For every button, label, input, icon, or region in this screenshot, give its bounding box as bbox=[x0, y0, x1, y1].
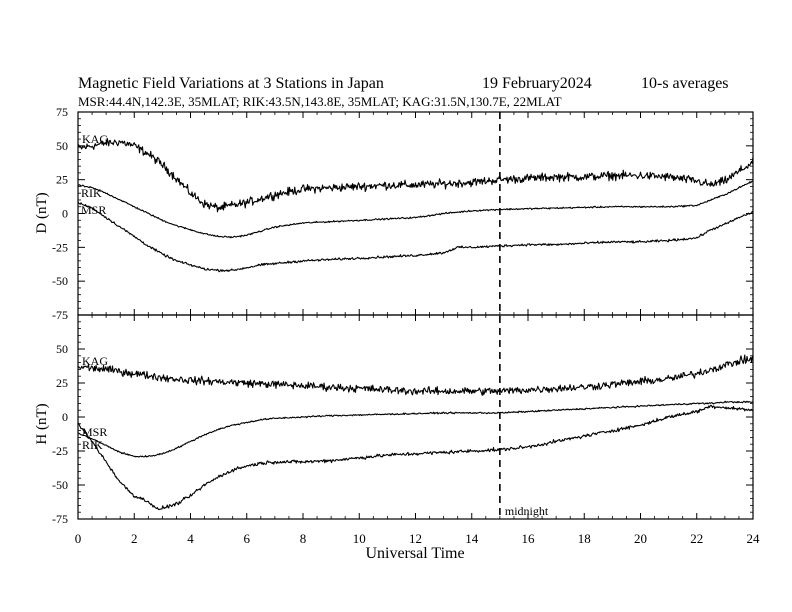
x-axis-label: Universal Time bbox=[365, 545, 464, 562]
y-tick-label: -25 bbox=[52, 240, 68, 254]
figure-averaging: 10-s averages bbox=[641, 75, 729, 92]
y-tick-label: 0 bbox=[62, 207, 68, 221]
d-component-panel: 75 50 25 0 -25 -50 -75 D (nT) KAG RIK MSR bbox=[34, 105, 754, 322]
series-line-rik bbox=[77, 404, 754, 511]
series-label-rik: RIK bbox=[81, 186, 102, 200]
plot-frame bbox=[77, 111, 754, 316]
stations-info: MSR:44.4N,142.3E, 35MLAT; RIK:43.5N,143.… bbox=[78, 94, 562, 109]
x-tick-label: 4 bbox=[187, 531, 194, 546]
y-tick-label: 25 bbox=[56, 173, 68, 187]
y-tick-label: 75 bbox=[56, 105, 68, 119]
figure-title: Magnetic Field Variations at 3 Stations … bbox=[78, 75, 384, 92]
x-tick-label: 22 bbox=[690, 531, 703, 546]
series-label-kag: KAG bbox=[82, 132, 108, 146]
series-line-msr bbox=[77, 400, 754, 458]
series-line-kag bbox=[77, 354, 754, 396]
x-tick-label: 12 bbox=[409, 531, 422, 546]
y-tick-label: -75 bbox=[52, 308, 68, 322]
x-tick-label: 10 bbox=[353, 531, 366, 546]
y-tick-label: -75 bbox=[52, 512, 68, 526]
y-tick-label: -50 bbox=[52, 478, 68, 492]
y-axis-label: D (nT) bbox=[34, 192, 50, 233]
series-label-msr: MSR bbox=[81, 203, 106, 217]
figure-date: 19 February2024 bbox=[482, 75, 592, 92]
y-tick-label: 0 bbox=[62, 410, 68, 424]
y-tick-label: 25 bbox=[56, 376, 68, 390]
x-tick-label: 18 bbox=[578, 531, 591, 546]
series-label-msr: MSR bbox=[82, 425, 107, 439]
x-tick-label: 6 bbox=[244, 531, 251, 546]
x-tick-label: 2 bbox=[131, 531, 138, 546]
series-line-rik bbox=[77, 180, 754, 239]
series-label-kag: KAG bbox=[82, 354, 108, 368]
x-tick-label: 8 bbox=[300, 531, 307, 546]
x-tick-label: 16 bbox=[522, 531, 536, 546]
midnight-label: midnight bbox=[505, 504, 549, 518]
plot-frame bbox=[77, 314, 754, 520]
y-axis-label: H (nT) bbox=[34, 403, 50, 444]
series-line-msr bbox=[77, 201, 754, 273]
y-tick-label: 50 bbox=[56, 139, 68, 153]
x-tick-label: 20 bbox=[634, 531, 647, 546]
y-tick-label: -50 bbox=[52, 274, 68, 288]
series-line-kag bbox=[77, 137, 754, 213]
y-tick-label: -25 bbox=[52, 444, 68, 458]
x-tick-label: 24 bbox=[747, 531, 761, 546]
x-tick-label: 14 bbox=[465, 531, 479, 546]
y-tick-label: 50 bbox=[56, 342, 68, 356]
x-tick-label: 0 bbox=[75, 531, 82, 546]
series-label-rik: RIK bbox=[82, 438, 103, 452]
